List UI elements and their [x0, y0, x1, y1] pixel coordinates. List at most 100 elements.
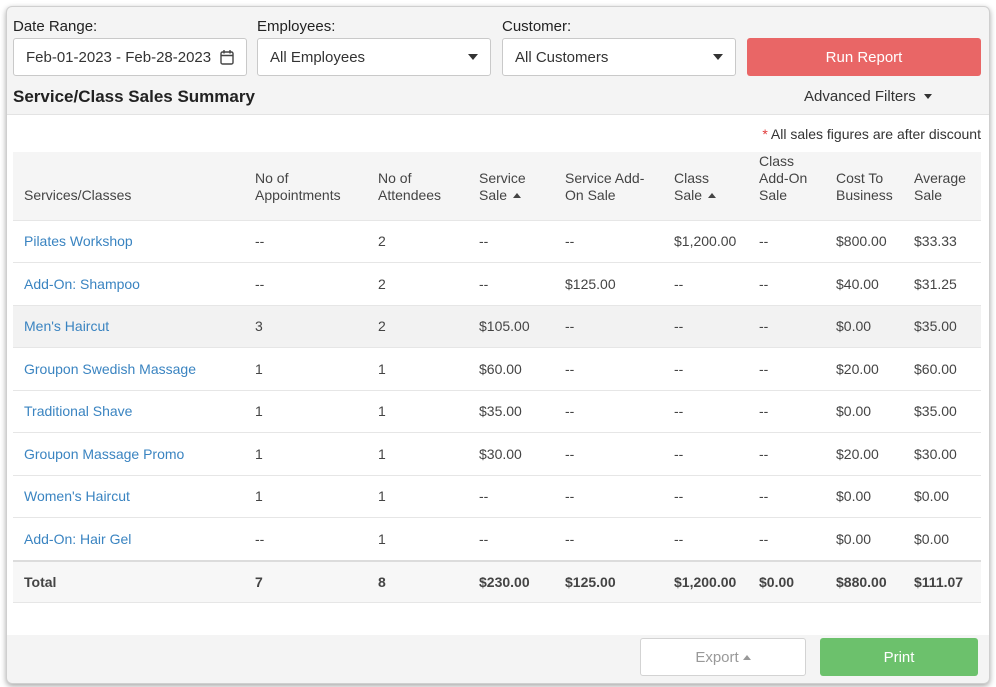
table-cell: --	[748, 517, 825, 561]
col-average-sale[interactable]: Average Sale	[903, 152, 981, 220]
table-cell: $1,200.00	[663, 219, 748, 263]
table-cell: $40.00	[825, 262, 903, 305]
table-cell: $35.00	[903, 304, 981, 348]
table-cell: --	[663, 389, 748, 433]
table-row[interactable]: Traditional Shave 1 1 $35.00 -- -- -- $0.00 $35.…	[13, 389, 981, 433]
table-cell: 2	[367, 219, 468, 263]
table-row[interactable]: Women's Haircut 1 1 -- -- -- -- $0.00 $0.00	[13, 474, 981, 518]
col-no-of-appointments[interactable]: No of Appointments	[244, 152, 367, 220]
sales-summary-table: Services/Classes No of Appointments No of…	[13, 152, 981, 603]
report-window: Date Range: Employees: Customer: Feb-01-…	[6, 6, 990, 684]
total-cell: $1,200.00	[663, 559, 748, 603]
table-cell: $35.00	[903, 389, 981, 433]
col-services-classes[interactable]: Services/Classes	[13, 152, 244, 220]
table-row[interactable]: Groupon Swedish Massage 1 1 $60.00 -- -- -- $20…	[13, 347, 981, 390]
table-cell: 2	[367, 304, 468, 348]
customer-value: All Customers	[515, 48, 609, 66]
service-class-link[interactable]: Add-On: Hair Gel	[13, 517, 244, 561]
table-cell: --	[748, 347, 825, 390]
service-class-link[interactable]: Groupon Swedish Massage	[13, 347, 244, 390]
table-cell: 1	[244, 474, 367, 518]
table-cell: $0.00	[825, 304, 903, 348]
col-cost-to-business[interactable]: Cost To Business	[825, 152, 903, 220]
table-cell: --	[748, 432, 825, 475]
table-cell: --	[554, 474, 663, 518]
discount-note: * All sales figures are after discount	[762, 126, 981, 142]
col-class-sale[interactable]: Class Sale	[663, 152, 748, 220]
report-panel: * All sales figures are after discount S…	[7, 114, 989, 635]
page-title: Service/Class Sales Summary	[13, 87, 255, 106]
col-no-of-attendees[interactable]: No of Attendees	[367, 152, 468, 220]
customer-select[interactable]: All Customers	[502, 38, 736, 76]
service-class-link[interactable]: Traditional Shave	[13, 389, 244, 433]
table-cell: --	[468, 219, 554, 263]
table-cell: --	[554, 219, 663, 263]
table-cell: $60.00	[468, 347, 554, 390]
date-range-value: Feb-01-2023 - Feb-28-2023	[26, 48, 212, 66]
table-cell: --	[554, 432, 663, 475]
table-cell: --	[748, 219, 825, 263]
total-cell: 8	[367, 559, 468, 603]
service-class-link[interactable]: Groupon Massage Promo	[13, 432, 244, 475]
table-cell: --	[468, 517, 554, 561]
service-class-link[interactable]: Men's Haircut	[13, 304, 244, 348]
table-row[interactable]: Pilates Workshop -- 2 -- -- $1,200.00 -- $800.0…	[13, 219, 981, 263]
table-cell: --	[554, 304, 663, 348]
employees-select[interactable]: All Employees	[257, 38, 491, 76]
advanced-filters-label: Advanced Filters	[804, 88, 916, 105]
employees-label: Employees:	[257, 18, 336, 35]
service-class-link[interactable]: Add-On: Shampoo	[13, 262, 244, 305]
table-cell: 1	[367, 389, 468, 433]
service-class-link[interactable]: Women's Haircut	[13, 474, 244, 518]
table-cell: --	[748, 474, 825, 518]
table-cell: 1	[244, 347, 367, 390]
table-cell: $33.33	[903, 219, 981, 263]
run-report-button[interactable]: Run Report	[747, 38, 981, 76]
chevron-up-icon	[742, 654, 751, 660]
total-cell: $230.00	[468, 559, 554, 603]
export-label: Export	[695, 648, 739, 666]
total-cell: Total	[13, 559, 244, 603]
date-range-field[interactable]: Feb-01-2023 - Feb-28-2023	[13, 38, 247, 76]
table-cell: $20.00	[825, 432, 903, 475]
chevron-down-icon	[713, 54, 723, 60]
table-row[interactable]: Add-On: Hair Gel -- 1 -- -- -- -- $0.00 $0.00	[13, 517, 981, 561]
table-cell: --	[554, 517, 663, 561]
col-service-sale[interactable]: Service Sale	[468, 152, 554, 220]
chevron-down-icon	[923, 94, 932, 99]
print-button[interactable]: Print	[820, 638, 978, 676]
note-text: All sales figures are after discount	[767, 126, 981, 142]
table-cell: --	[554, 347, 663, 390]
export-button[interactable]: Export	[640, 638, 806, 676]
table-cell: --	[663, 474, 748, 518]
table-cell: $0.00	[825, 389, 903, 433]
table-cell: $31.25	[903, 262, 981, 305]
table-cell: --	[244, 219, 367, 263]
total-cell: $111.07	[903, 559, 981, 603]
table-cell: $60.00	[903, 347, 981, 390]
chevron-down-icon	[468, 54, 478, 60]
table-body: Pilates Workshop -- 2 -- -- $1,200.00 -- $800.0…	[13, 219, 981, 561]
table-cell: $0.00	[825, 474, 903, 518]
col-class-addon-sale[interactable]: Class Add-On Sale	[748, 152, 825, 220]
total-cell: $0.00	[748, 559, 825, 603]
table-cell: --	[468, 474, 554, 518]
date-range-label: Date Range:	[13, 18, 98, 35]
table-cell: 1	[244, 432, 367, 475]
calendar-icon[interactable]	[220, 49, 234, 65]
table-cell: $125.00	[554, 262, 663, 305]
table-row[interactable]: Men's Haircut 3 2 $105.00 -- -- -- $0.00 $35.00	[13, 304, 981, 348]
note-asterisk: *	[762, 126, 768, 142]
table-row[interactable]: Groupon Massage Promo 1 1 $30.00 -- -- -- $20.0…	[13, 432, 981, 475]
service-class-link[interactable]: Pilates Workshop	[13, 219, 244, 263]
table-cell: $105.00	[468, 304, 554, 348]
col-service-addon-sale[interactable]: Service Add- On Sale	[554, 152, 663, 220]
table-cell: $35.00	[468, 389, 554, 433]
advanced-filters-toggle[interactable]: Advanced Filters	[804, 88, 932, 105]
total-cell: $880.00	[825, 559, 903, 603]
table-cell: --	[554, 389, 663, 433]
table-row[interactable]: Add-On: Shampoo -- 2 -- $125.00 -- -- $40.00 $31…	[13, 262, 981, 305]
total-cell: 7	[244, 559, 367, 603]
table-cell: --	[748, 262, 825, 305]
table-cell: --	[663, 347, 748, 390]
